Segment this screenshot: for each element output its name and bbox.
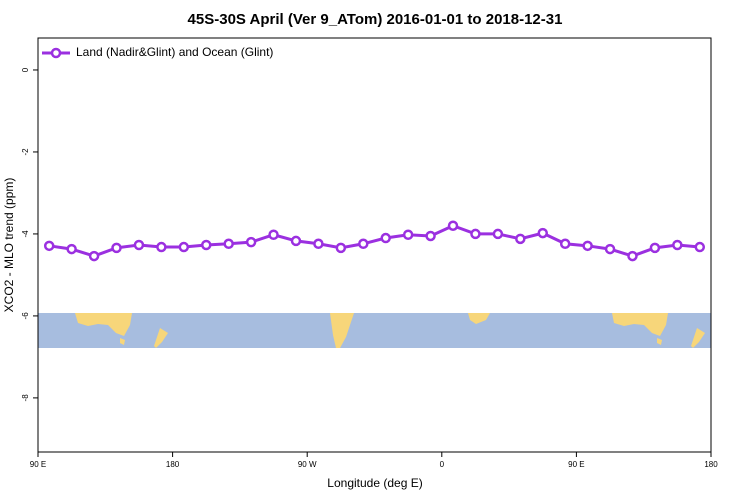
- point: [156, 241, 167, 253]
- point: [694, 241, 706, 253]
- point: [604, 243, 616, 255]
- legend-marker: [50, 47, 62, 59]
- point: [537, 227, 548, 239]
- point: [559, 238, 571, 250]
- plot-frame: [37, 37, 712, 453]
- point: [470, 228, 481, 240]
- point: [178, 241, 190, 253]
- point: [66, 243, 77, 255]
- point: [402, 229, 414, 241]
- x-tick-label: 90 E: [30, 460, 46, 469]
- point: [335, 242, 347, 254]
- point: [290, 235, 302, 247]
- point: [425, 230, 436, 242]
- point: [380, 232, 391, 244]
- y-tick-label: 0: [21, 67, 30, 72]
- series-line: [48, 224, 700, 258]
- point: [111, 242, 122, 254]
- point: [649, 242, 661, 254]
- point: [582, 240, 593, 252]
- x-tick-label: 180: [704, 460, 718, 469]
- point: [43, 240, 55, 252]
- x-tick-label: 0: [440, 460, 445, 469]
- legend-label: Land (Nadir&Glint) and Ocean (Glint): [76, 45, 273, 59]
- chart-title: 45S-30S April (Ver 9_ATom) 2016-01-01 to…: [188, 11, 563, 28]
- point: [515, 233, 526, 245]
- y-tick-label: -6: [21, 312, 30, 320]
- point: [358, 238, 369, 250]
- y-tick-label: -8: [21, 394, 30, 402]
- point: [223, 238, 234, 250]
- point: [245, 236, 257, 248]
- y-tick-label: -2: [21, 148, 30, 156]
- point: [201, 239, 212, 251]
- point: [447, 220, 459, 231]
- y-tick-label: -4: [21, 230, 30, 238]
- point: [492, 228, 504, 240]
- point: [88, 250, 100, 262]
- point: [313, 238, 324, 250]
- x-axis-label: Longitude (deg E): [327, 476, 422, 490]
- y-axis-label: XCO2 - MLO trend (ppm): [2, 178, 16, 313]
- legend: Land (Nadir&Glint) and Ocean (Glint): [42, 45, 273, 59]
- x-tick-label: 90 E: [568, 460, 584, 469]
- point: [627, 250, 638, 262]
- point: [268, 229, 279, 241]
- point: [133, 239, 145, 251]
- point: [672, 239, 683, 251]
- x-tick-label: 180: [166, 460, 180, 469]
- x-tick-label: 90 W: [298, 460, 317, 469]
- map-strip: [38, 313, 711, 348]
